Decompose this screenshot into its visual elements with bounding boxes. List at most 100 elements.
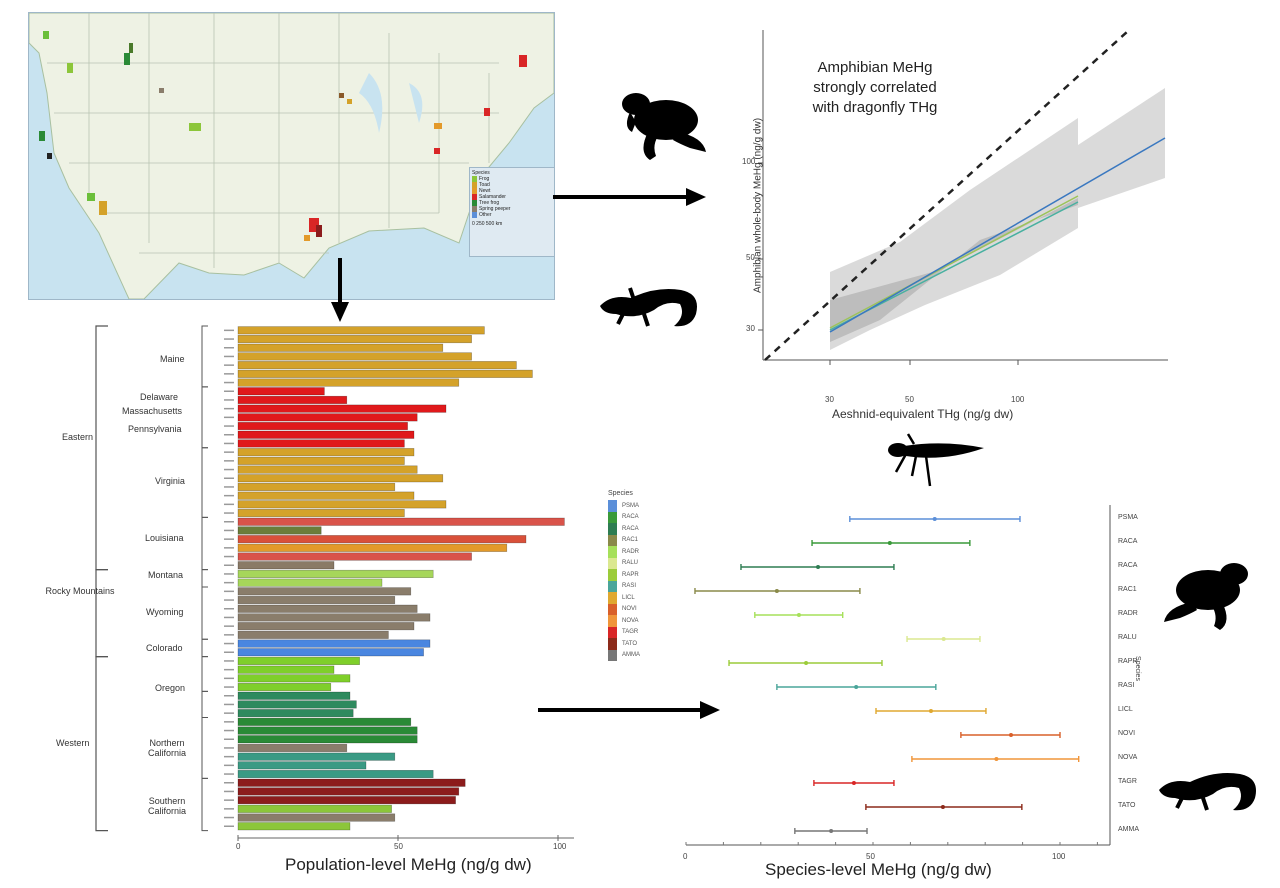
legend-label: TATO	[622, 640, 637, 647]
regression-plot	[758, 30, 1168, 365]
state-bracket	[201, 777, 208, 832]
mean-point	[1009, 733, 1014, 737]
confidence-band	[830, 198, 1078, 342]
arrow-right-icon	[538, 701, 720, 719]
bar	[237, 404, 447, 413]
state-label: Maine	[160, 354, 185, 364]
species-label: TAGR	[1118, 778, 1137, 785]
species-label: TATO	[1118, 802, 1136, 809]
bar	[237, 665, 335, 674]
bar	[237, 369, 533, 378]
bar	[237, 352, 472, 361]
x-tick-label: 0	[236, 842, 241, 851]
bar	[237, 587, 412, 596]
bar	[237, 439, 405, 448]
legend-item: RACA	[608, 511, 678, 523]
species-label: RADR	[1118, 610, 1138, 617]
salamander-silhouette-icon	[1159, 773, 1256, 811]
regression-line	[829, 195, 1079, 329]
legend-swatch	[608, 511, 617, 523]
bar	[237, 334, 472, 344]
legend-swatch	[608, 615, 617, 627]
mean-point	[928, 709, 933, 713]
bar	[237, 508, 405, 518]
map-legend: Species Frog Toad Newt Salamander Tree f…	[469, 167, 554, 257]
bar	[237, 700, 357, 709]
map-legend-item: Newt	[472, 188, 554, 194]
legend-swatch	[608, 523, 617, 535]
bar	[237, 421, 408, 431]
bar	[237, 648, 424, 657]
bar	[237, 387, 325, 396]
study-site-map: Species Frog Toad Newt Salamander Tree f…	[28, 12, 555, 300]
legend-title: Species	[608, 490, 633, 497]
bar	[237, 769, 434, 779]
arrow-right-icon	[553, 188, 706, 206]
x-tick-label: 100	[1052, 852, 1066, 861]
bar	[237, 378, 460, 387]
salamander-silhouette-icon	[600, 287, 697, 327]
region-label: Rocky Mountains	[45, 586, 115, 596]
mean-point	[932, 517, 937, 521]
mean-point	[887, 541, 892, 545]
bar	[237, 813, 396, 822]
bar	[237, 639, 431, 648]
bar	[237, 552, 472, 561]
map-legend-title: Species	[472, 170, 490, 176]
state-label: Northern California	[147, 738, 187, 758]
region-label: Eastern	[62, 432, 94, 442]
legend-item: RAC1	[608, 534, 678, 546]
legend-swatch	[608, 546, 617, 558]
mean-point	[851, 781, 856, 785]
x-axis-title: Species-level MeHg (ng/g dw)	[765, 860, 992, 879]
bar	[237, 796, 456, 805]
legend-item: NOVA	[608, 615, 678, 627]
legend-label: RALU	[622, 560, 639, 567]
bar	[237, 456, 405, 465]
bar	[237, 622, 415, 631]
mean-point	[816, 565, 821, 569]
confidence-band	[830, 118, 1078, 350]
x-tick-label: 50	[905, 395, 914, 404]
species-label: RACA	[1118, 538, 1138, 545]
legend-item: RADR	[608, 546, 678, 558]
state-label: Wyoming	[146, 607, 184, 617]
legend-swatch	[608, 603, 617, 615]
legend-label: NOVI	[622, 606, 637, 613]
mean-point	[804, 661, 809, 665]
bar	[237, 569, 434, 579]
map-legend-item: Toad	[472, 182, 554, 188]
state-label: Montana	[148, 570, 184, 580]
species-label: NOVI	[1118, 730, 1136, 737]
population-bar-chart	[95, 325, 574, 841]
legend-swatch	[608, 638, 617, 650]
bar	[237, 517, 565, 526]
bar	[237, 735, 418, 744]
bar	[237, 543, 508, 552]
mean-point	[796, 613, 801, 617]
legend-label: RACA	[622, 525, 639, 532]
state-label: Pennsylvania	[128, 424, 182, 434]
bar	[237, 561, 335, 570]
region-label: Western	[56, 738, 90, 748]
legend-swatch	[608, 580, 617, 592]
state-label: Colorado	[146, 643, 183, 653]
bar	[237, 491, 415, 500]
legend-label: NOVA	[622, 617, 639, 624]
legend-item: PSMA	[608, 500, 678, 512]
legend-item: TAGR	[608, 626, 678, 638]
mean-point	[829, 829, 834, 833]
species-label: NOVA	[1118, 754, 1138, 761]
bar	[237, 413, 418, 422]
legend-swatch	[608, 534, 617, 546]
title-line: Amphibian MeHg	[817, 59, 933, 76]
species-label: LICL	[1118, 706, 1133, 713]
legend-item: LICL	[608, 592, 678, 604]
bar	[237, 743, 348, 753]
x-tick-label: 30	[825, 395, 834, 404]
y-tick-label: 100	[742, 157, 756, 166]
great-lakes	[359, 73, 423, 133]
map-legend-item: Frog	[472, 176, 554, 182]
mean-point	[940, 805, 945, 809]
